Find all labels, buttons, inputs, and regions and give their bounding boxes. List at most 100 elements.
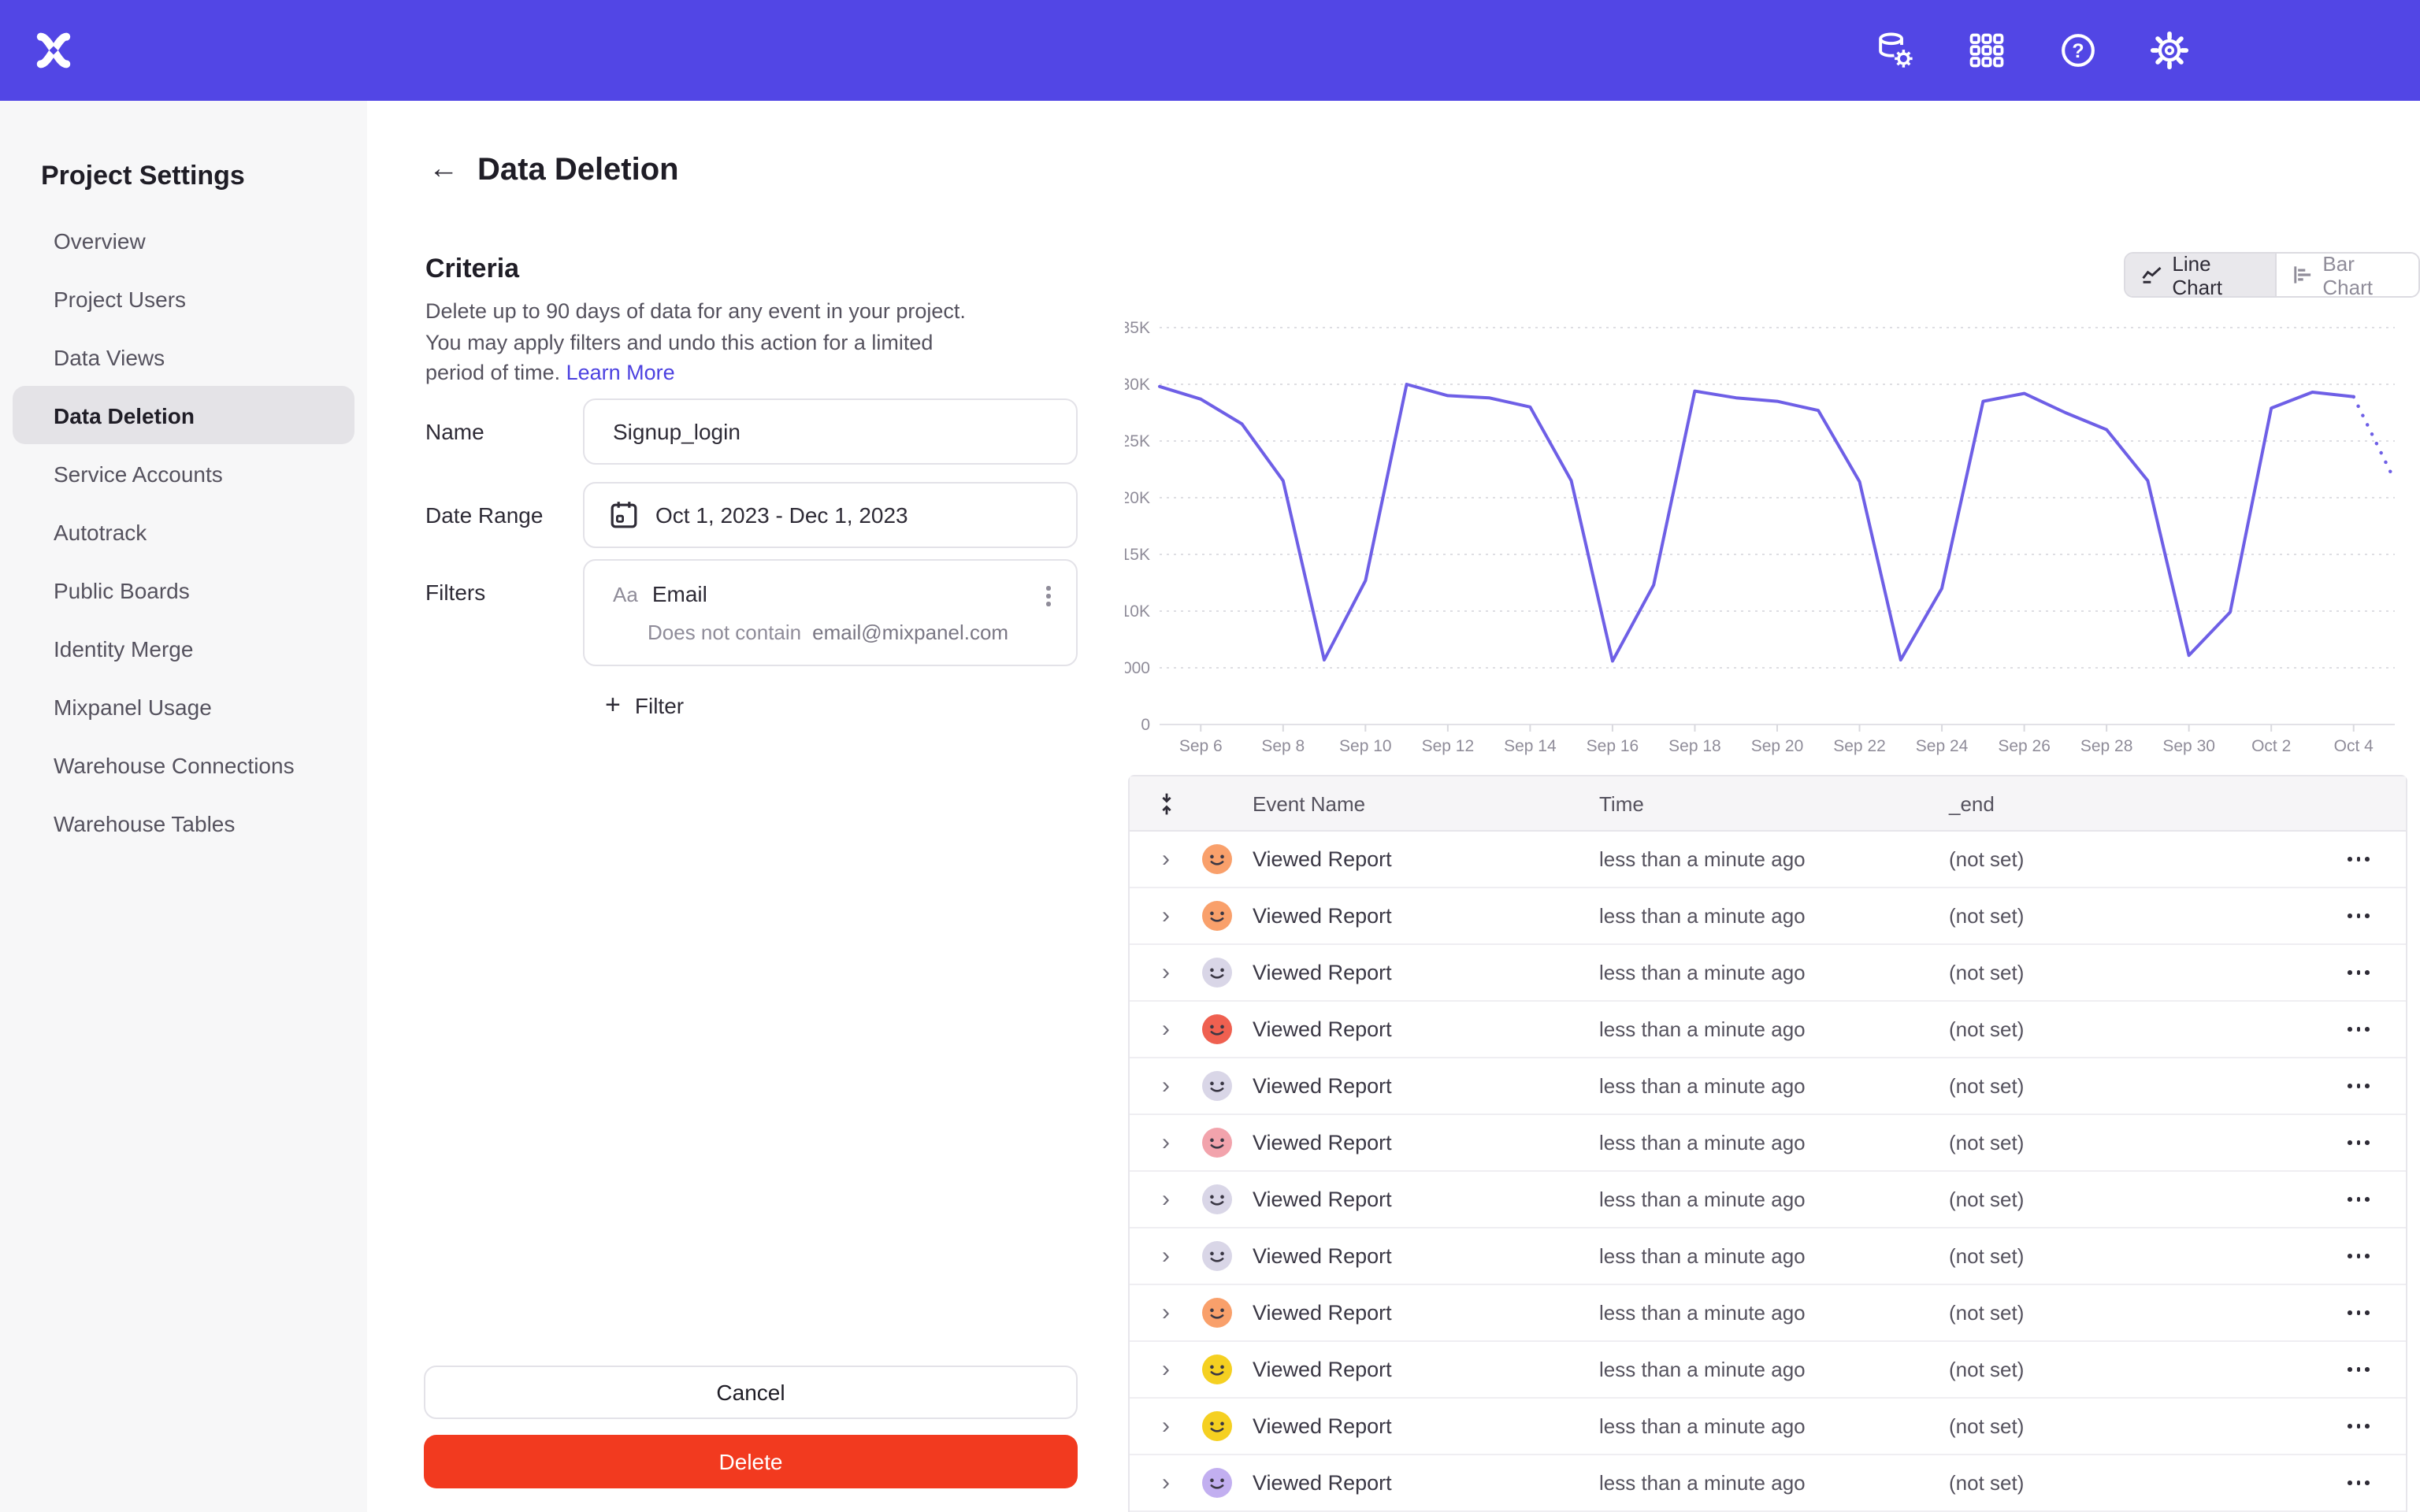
row-menu-icon[interactable]: [2342, 1191, 2376, 1208]
svg-text:35K: 35K: [1125, 319, 1150, 337]
row-menu-icon[interactable]: [2342, 1361, 2376, 1378]
table-row[interactable]: › Viewed Report less than a minute ago (not…: [1130, 1285, 2406, 1342]
column-header-end[interactable]: _end: [1949, 791, 1995, 815]
user-avatar: [1202, 901, 1232, 931]
date-range-picker[interactable]: Oct 1, 2023 - Dec 1, 2023: [583, 482, 1078, 548]
table-row[interactable]: › Viewed Report less than a minute ago (not…: [1130, 1342, 2406, 1399]
svg-text:Sep 6: Sep 6: [1179, 737, 1223, 755]
row-menu-icon[interactable]: [2342, 907, 2376, 925]
row-expand-chevron-icon[interactable]: ›: [1162, 902, 1170, 929]
mixpanel-logo-icon[interactable]: [33, 30, 74, 71]
user-avatar: [1202, 1184, 1232, 1214]
sidebar-item-warehouse-connections[interactable]: Warehouse Connections: [13, 736, 354, 794]
table-row[interactable]: › Viewed Report less than a minute ago (not…: [1130, 945, 2406, 1002]
user-avatar: [1202, 1468, 1232, 1498]
event-name-cell: Viewed Report: [1253, 847, 1392, 871]
row-expand-chevron-icon[interactable]: ›: [1162, 1356, 1170, 1383]
learn-more-link[interactable]: Learn More: [566, 361, 675, 384]
sidebar-item-data-deletion[interactable]: Data Deletion: [13, 386, 354, 444]
table-row[interactable]: › Viewed Report less than a minute ago (not…: [1130, 1455, 2406, 1512]
settings-gear-icon[interactable]: [2149, 30, 2190, 71]
row-menu-icon[interactable]: [2342, 850, 2376, 868]
row-expand-chevron-icon[interactable]: ›: [1162, 1413, 1170, 1440]
filter-card[interactable]: Aa Email Does not contain email@mixpanel.…: [583, 559, 1078, 666]
sidebar-item-warehouse-tables[interactable]: Warehouse Tables: [13, 794, 354, 852]
table-row[interactable]: › Viewed Report less than a minute ago (not…: [1130, 1172, 2406, 1228]
help-icon[interactable]: ?: [2058, 30, 2099, 71]
sidebar-title: Project Settings: [41, 161, 245, 191]
event-name-cell: Viewed Report: [1253, 1301, 1392, 1325]
user-avatar: [1202, 844, 1232, 874]
row-menu-icon[interactable]: [2342, 1134, 2376, 1151]
cancel-button[interactable]: Cancel: [424, 1366, 1078, 1419]
sidebar-item-project-users[interactable]: Project Users: [13, 269, 354, 328]
table-row[interactable]: › Viewed Report less than a minute ago (not…: [1130, 832, 2406, 888]
table-header-row: Event Name Time _end: [1130, 776, 2406, 832]
row-menu-icon[interactable]: [2342, 964, 2376, 981]
sidebar-item-mixpanel-usage[interactable]: Mixpanel Usage: [13, 677, 354, 736]
table-row[interactable]: › Viewed Report less than a minute ago (not…: [1130, 1228, 2406, 1285]
table-row[interactable]: › Viewed Report less than a minute ago (not…: [1130, 1058, 2406, 1115]
user-avatar: [1202, 1128, 1232, 1158]
line-chart-tab[interactable]: Line Chart: [2125, 254, 2274, 296]
name-input[interactable]: [585, 419, 1038, 444]
sidebar-item-overview[interactable]: Overview: [13, 211, 354, 269]
user-avatar: [1202, 1241, 1232, 1271]
apps-grid-icon[interactable]: [1966, 30, 2007, 71]
table-row[interactable]: › Viewed Report less than a minute ago (not…: [1130, 1115, 2406, 1172]
sidebar-item-service-accounts[interactable]: Service Accounts: [13, 444, 354, 502]
column-header-event-name[interactable]: Event Name: [1253, 791, 1366, 815]
table-row[interactable]: › Viewed Report less than a minute ago (not…: [1130, 888, 2406, 945]
row-expand-chevron-icon[interactable]: ›: [1162, 1299, 1170, 1326]
plus-icon: +: [605, 690, 621, 720]
filter-property-name: Email: [651, 581, 707, 606]
svg-text:30K: 30K: [1125, 376, 1150, 394]
data-settings-icon[interactable]: [1875, 30, 1916, 71]
unfold-arrows-icon[interactable]: [1156, 791, 1176, 815]
sidebar-item-data-views[interactable]: Data Views: [13, 328, 354, 386]
time-cell: less than a minute ago: [1599, 1244, 1806, 1268]
row-expand-chevron-icon[interactable]: ›: [1162, 1129, 1170, 1156]
back-arrow-icon[interactable]: ←: [429, 153, 458, 186]
row-expand-chevron-icon[interactable]: ›: [1162, 1016, 1170, 1043]
row-expand-chevron-icon[interactable]: ›: [1162, 1243, 1170, 1269]
calendar-icon: [611, 502, 637, 528]
sidebar-item-identity-merge[interactable]: Identity Merge: [13, 619, 354, 677]
row-menu-icon[interactable]: [2342, 1077, 2376, 1095]
user-avatar: [1202, 1298, 1232, 1328]
row-expand-chevron-icon[interactable]: ›: [1162, 1073, 1170, 1099]
table-row[interactable]: › Viewed Report less than a minute ago (not…: [1130, 1002, 2406, 1058]
svg-text:Oct 4: Oct 4: [2334, 737, 2374, 755]
svg-text:Sep 20: Sep 20: [1751, 737, 1804, 755]
event-name-cell: Viewed Report: [1253, 1358, 1392, 1381]
svg-text:Oct 2: Oct 2: [2251, 737, 2291, 755]
row-expand-chevron-icon[interactable]: ›: [1162, 959, 1170, 986]
property-type-icon: Aa: [613, 582, 638, 606]
row-menu-icon[interactable]: [2342, 1418, 2376, 1435]
row-expand-chevron-icon[interactable]: ›: [1162, 1186, 1170, 1213]
main-content: ← Data Deletion Criteria Delete up to 90…: [367, 101, 2420, 1512]
end-cell: (not set): [1949, 1131, 2025, 1154]
svg-text:5,000: 5,000: [1125, 659, 1150, 677]
row-menu-icon[interactable]: [2342, 1474, 2376, 1492]
sidebar-item-public-boards[interactable]: Public Boards: [13, 561, 354, 619]
row-expand-chevron-icon[interactable]: ›: [1162, 846, 1170, 873]
row-expand-chevron-icon[interactable]: ›: [1162, 1469, 1170, 1496]
row-menu-icon[interactable]: [2342, 1021, 2376, 1038]
svg-text:20K: 20K: [1125, 489, 1150, 507]
filter-menu-icon[interactable]: [1044, 583, 1054, 610]
end-cell: (not set): [1949, 1244, 2025, 1268]
bar-chart-tab[interactable]: Bar Chart: [2274, 254, 2418, 296]
row-menu-icon[interactable]: [2342, 1247, 2376, 1265]
sidebar-item-label: Public Boards: [54, 577, 190, 602]
add-filter-button[interactable]: + Filter: [605, 691, 684, 718]
delete-button[interactable]: Delete: [424, 1435, 1078, 1488]
table-row[interactable]: › Viewed Report less than a minute ago (not…: [1130, 1399, 2406, 1455]
filters-label: Filters: [425, 580, 486, 605]
column-header-time[interactable]: Time: [1599, 791, 1644, 815]
user-avatar: [1202, 1411, 1232, 1441]
user-avatar: [1202, 1014, 1232, 1044]
row-menu-icon[interactable]: [2342, 1304, 2376, 1321]
topbar-icon-group: ?: [1875, 30, 2190, 71]
sidebar-item-autotrack[interactable]: Autotrack: [13, 502, 354, 561]
